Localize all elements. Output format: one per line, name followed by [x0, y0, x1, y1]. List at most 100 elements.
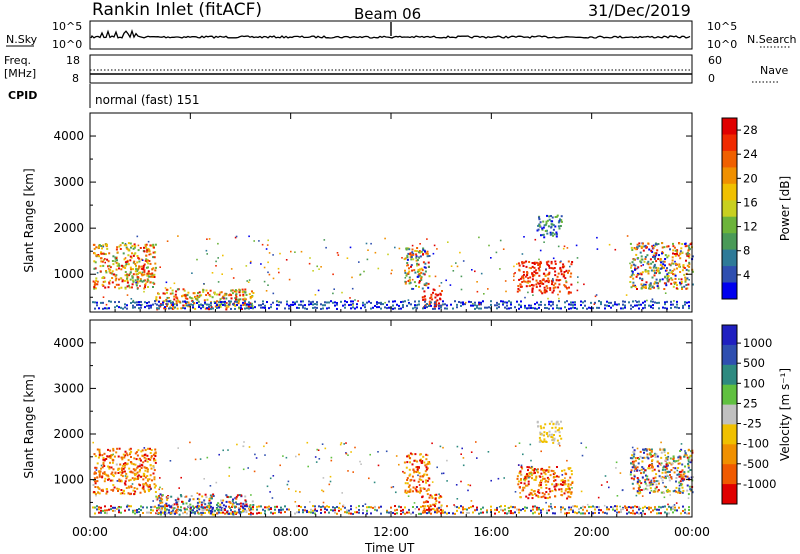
data-cell	[147, 468, 149, 471]
ground-cell	[310, 303, 312, 306]
ground-cell	[378, 306, 380, 309]
data-cell	[235, 293, 238, 296]
ground-cell	[440, 512, 442, 515]
data-cell	[666, 491, 669, 493]
data-cell	[552, 224, 555, 227]
sparse-cell	[214, 293, 216, 296]
ground-cell	[606, 512, 608, 515]
data-cell	[419, 459, 422, 462]
data-cell	[152, 243, 155, 246]
data-cell	[94, 493, 97, 496]
data-cell	[661, 476, 664, 478]
sparse-cell	[653, 454, 655, 456]
ground-cell	[352, 306, 354, 309]
data-cell	[108, 270, 111, 273]
data-cell	[679, 480, 682, 483]
data-cell	[114, 286, 116, 289]
ground-cell	[396, 508, 398, 511]
data-cell	[150, 455, 153, 458]
ground-cell	[304, 307, 306, 310]
data-cell	[126, 285, 129, 288]
sparse-cell	[497, 477, 500, 480]
ground-cell	[156, 303, 158, 306]
data-cell	[181, 500, 183, 503]
sparse-cell	[663, 485, 666, 488]
data-cell	[135, 478, 138, 481]
data-cell	[630, 462, 632, 465]
ground-cell	[684, 508, 686, 511]
data-cell	[422, 248, 425, 251]
data-cell	[675, 480, 677, 483]
ground-cell	[172, 512, 174, 515]
ground-cell	[332, 506, 334, 509]
data-cell	[677, 462, 680, 465]
ground-cell	[94, 506, 96, 509]
data-cell	[424, 501, 427, 504]
data-cell	[517, 285, 520, 287]
ground-cell	[582, 512, 584, 515]
data-cell	[113, 455, 116, 458]
data-cell	[251, 500, 254, 503]
data-cell	[125, 452, 128, 455]
data-cell	[162, 292, 165, 295]
data-cell	[523, 482, 526, 485]
data-cell	[200, 294, 203, 297]
ground-cell	[586, 307, 588, 310]
data-cell	[143, 270, 146, 273]
colorbar-swatch	[722, 404, 737, 425]
sparse-cell	[194, 458, 197, 461]
ground-cell	[374, 505, 376, 508]
data-cell	[415, 253, 418, 256]
sparse-cell	[203, 283, 205, 285]
data-cell	[678, 242, 681, 245]
sparse-cell	[488, 244, 490, 247]
data-cell	[147, 488, 150, 491]
data-cell	[103, 471, 106, 474]
ground-cell	[270, 306, 272, 309]
data-cell	[552, 473, 555, 476]
sparse-cell	[476, 281, 478, 283]
ground-cell	[272, 512, 274, 515]
data-cell	[629, 242, 632, 245]
ground-cell	[160, 304, 162, 307]
ground-cell	[222, 511, 224, 514]
ground-cell	[498, 306, 500, 309]
data-cell	[158, 495, 160, 497]
sparse-cell	[513, 275, 515, 278]
data-cell	[539, 280, 542, 283]
data-cell	[516, 290, 519, 293]
sparse-cell	[339, 443, 342, 446]
data-cell	[98, 492, 101, 495]
data-cell	[137, 273, 139, 275]
data-cell	[440, 504, 443, 507]
data-cell	[94, 287, 97, 290]
data-cell	[172, 507, 175, 510]
sparse-cell	[615, 461, 618, 464]
ground-cell	[242, 509, 244, 512]
data-cell	[435, 500, 438, 502]
data-cell	[231, 503, 234, 506]
data-cell	[431, 496, 434, 499]
noise-left-tick-top: 10^5	[52, 20, 82, 33]
data-cell	[523, 261, 526, 264]
ground-cell	[636, 511, 638, 514]
freq-label-top: Freq.	[4, 54, 31, 67]
data-cell	[655, 278, 658, 281]
ground-cell	[294, 301, 296, 304]
data-cell	[415, 490, 418, 493]
data-cell	[143, 456, 146, 459]
ground-cell	[490, 300, 492, 303]
sparse-cell	[245, 265, 248, 267]
data-cell	[96, 480, 99, 483]
data-cell	[554, 475, 557, 478]
data-cell	[109, 449, 112, 452]
sparse-cell	[541, 475, 544, 478]
sparse-cell	[439, 445, 442, 448]
data-cell	[428, 477, 431, 480]
data-cell	[680, 484, 683, 487]
ground-cell	[436, 511, 438, 514]
ground-cell	[132, 509, 134, 512]
data-cell	[544, 480, 547, 483]
ground-cell	[350, 300, 352, 303]
sparse-cell	[394, 246, 396, 249]
